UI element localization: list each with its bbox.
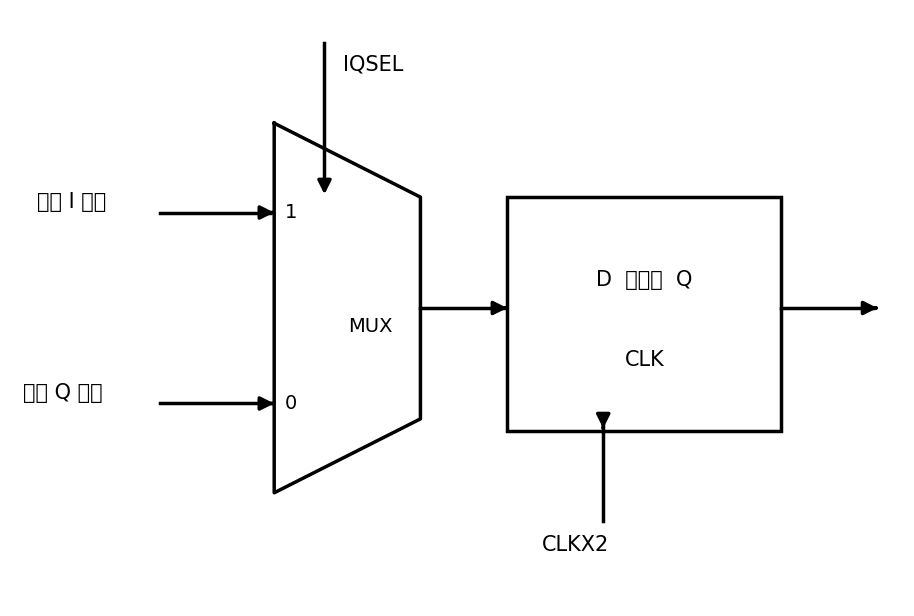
Bar (507, 197, 781, 431)
Text: CLKX2: CLKX2 (542, 535, 610, 555)
Text: 0: 0 (285, 394, 297, 413)
Text: 1: 1 (285, 203, 298, 222)
Text: MUX: MUX (348, 317, 392, 336)
Text: CLK: CLK (624, 351, 664, 370)
Text: 同相 I 信号: 同相 I 信号 (37, 192, 106, 212)
Text: 正交 Q 信号: 正交 Q 信号 (23, 383, 102, 403)
Text: D  寄存器  Q: D 寄存器 Q (596, 270, 693, 290)
Text: IQSEL: IQSEL (343, 55, 403, 75)
